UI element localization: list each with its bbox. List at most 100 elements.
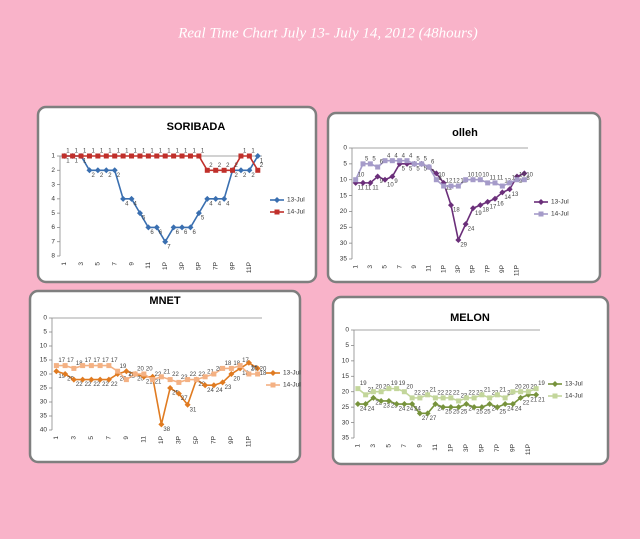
data-label: 25	[499, 410, 506, 416]
data-label: 20	[137, 377, 144, 383]
chart-title: SORIBADA	[167, 121, 226, 133]
data-label: 2	[235, 173, 239, 179]
marker	[389, 158, 395, 164]
marker	[202, 382, 209, 389]
data-label: 1	[243, 149, 247, 155]
marker	[447, 404, 454, 411]
data-label: 21	[499, 387, 506, 393]
data-label: 1	[66, 149, 70, 155]
marker	[120, 153, 126, 159]
marker	[433, 177, 439, 183]
x-tick-label: 1P	[158, 436, 165, 444]
data-label: 1	[134, 149, 138, 155]
y-tick-label: 10	[342, 358, 350, 365]
data-label: 22	[76, 382, 83, 388]
marker	[158, 421, 165, 428]
data-label: 23	[391, 404, 398, 410]
marker	[123, 377, 129, 383]
data-label: 5	[142, 216, 146, 222]
data-label: 5	[424, 166, 428, 172]
marker	[204, 167, 210, 173]
x-tick-label: 5	[95, 262, 102, 266]
data-label: 27	[422, 416, 429, 422]
x-tick-label: 5P	[479, 444, 486, 452]
marker	[375, 164, 381, 170]
data-label: 1	[100, 149, 104, 155]
data-label: 6	[184, 230, 188, 236]
marker	[382, 176, 388, 183]
marker	[237, 167, 244, 174]
x-tick-label: 3	[370, 444, 377, 448]
data-label: 1	[150, 149, 154, 155]
marker	[103, 153, 109, 159]
y-tick-label: 0	[343, 145, 347, 152]
data-label: 2	[108, 173, 112, 179]
marker	[506, 186, 513, 193]
marker	[153, 224, 160, 231]
x-tick-label: 3	[367, 265, 374, 269]
y-tick-label: 8	[51, 253, 55, 260]
data-label: 4	[387, 153, 391, 159]
data-label: 14	[504, 195, 511, 201]
y-tick-label: 30	[342, 419, 350, 426]
marker	[378, 389, 384, 395]
data-label: 18	[453, 208, 460, 214]
marker	[370, 394, 377, 401]
data-label: 5	[365, 156, 369, 162]
marker	[179, 153, 185, 159]
marker	[254, 365, 261, 372]
y-tick-label: 20	[340, 208, 348, 215]
marker	[141, 371, 147, 377]
x-tick-label: 11P	[514, 265, 521, 276]
x-tick-label: 11	[141, 436, 148, 443]
marker	[238, 153, 244, 159]
x-tick-label: 7P	[494, 444, 501, 452]
x-tick-label: 9P	[228, 436, 235, 444]
x-tick-label: 5P	[193, 436, 200, 444]
data-label: 23	[225, 385, 232, 391]
data-label: 12	[453, 179, 460, 185]
marker	[245, 359, 252, 366]
y-tick-label: 3	[51, 181, 55, 188]
y-tick-label: 5	[51, 210, 55, 217]
y-tick-label: 5	[345, 342, 349, 349]
data-label: 20	[515, 384, 522, 390]
x-tick-label: 1	[61, 262, 68, 266]
marker	[456, 398, 462, 404]
chart-title: MELON	[450, 312, 490, 324]
marker	[255, 371, 261, 377]
marker	[106, 363, 112, 369]
data-label: 10	[482, 172, 489, 178]
data-label: 7	[167, 244, 171, 250]
y-tick-label: 10	[340, 176, 348, 183]
marker	[386, 386, 392, 392]
data-label: 19	[360, 381, 367, 387]
data-label: 22	[85, 382, 92, 388]
marker	[533, 391, 540, 398]
data-label: 6	[176, 230, 180, 236]
marker	[221, 195, 228, 202]
data-label: 17	[58, 358, 65, 364]
data-label: 24	[414, 407, 421, 413]
marker	[486, 401, 493, 408]
marker	[426, 164, 432, 170]
y-tick-label: 4	[51, 196, 55, 203]
marker	[154, 153, 160, 159]
marker	[187, 224, 194, 231]
x-tick-label: 9	[417, 444, 424, 448]
y-tick-label: 0	[345, 327, 349, 334]
marker	[355, 386, 361, 392]
page-title: Real Time Chart July 13- July 14, 2012 (…	[177, 25, 478, 41]
data-label: 4	[209, 201, 213, 207]
data-label: 8	[438, 176, 442, 182]
marker	[145, 153, 151, 159]
y-tick-label: 5	[343, 161, 347, 168]
data-label: 23	[383, 404, 390, 410]
data-label: 20	[260, 367, 267, 373]
x-tick-label: 11P	[246, 436, 253, 447]
data-label: 1	[75, 149, 79, 155]
marker	[202, 374, 208, 380]
marker	[158, 374, 164, 380]
marker	[479, 392, 485, 398]
marker	[397, 158, 403, 164]
